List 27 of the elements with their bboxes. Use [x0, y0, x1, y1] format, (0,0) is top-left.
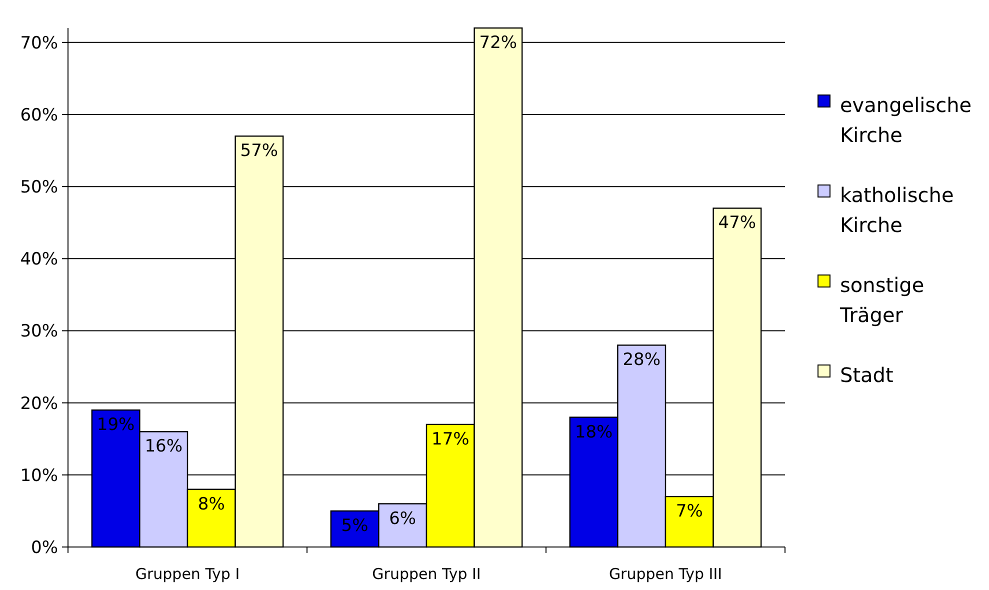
data-label: 47%	[718, 213, 756, 234]
legend-label: Stadt	[840, 363, 894, 387]
y-tick-label: 40%	[20, 250, 58, 270]
legend-label: katholische Kirche	[840, 183, 954, 237]
data-label: 57%	[240, 141, 278, 162]
x-tick-label: Gruppen Typ II	[372, 565, 481, 583]
data-label: 8%	[198, 494, 225, 514]
y-tick-label: 70%	[20, 33, 58, 54]
y-tick-label: 50%	[20, 178, 58, 198]
data-label: 16%	[144, 436, 182, 457]
data-label: 7%	[676, 502, 703, 522]
data-label: 28%	[622, 350, 660, 370]
x-tick-label: Gruppen Typ I	[135, 565, 240, 583]
x-tick-label: Gruppen Typ III	[608, 565, 722, 583]
y-tick-label: 10%	[20, 466, 58, 486]
legend-label: evangelische Kirche	[840, 93, 972, 147]
y-tick-label: 0%	[31, 538, 58, 558]
data-label: 17%	[432, 429, 470, 450]
data-label: 18%	[574, 422, 613, 442]
y-tick-label: 60%	[20, 105, 58, 126]
data-label: 5%	[341, 516, 368, 536]
data-label: 72%	[479, 33, 518, 53]
data-label: 6%	[389, 508, 416, 529]
y-tick-label: 20%	[20, 394, 58, 414]
y-tick-label: 30%	[20, 322, 58, 342]
data-label: 19%	[96, 415, 135, 436]
legend-label: sonstige Träger	[839, 273, 924, 327]
